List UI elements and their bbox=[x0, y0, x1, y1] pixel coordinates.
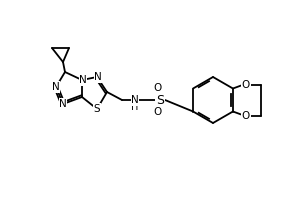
Text: N: N bbox=[79, 75, 87, 85]
Text: H: H bbox=[131, 102, 139, 112]
Text: N: N bbox=[94, 72, 102, 82]
Text: S: S bbox=[156, 94, 164, 106]
Text: O: O bbox=[154, 107, 162, 117]
Text: N: N bbox=[52, 82, 60, 92]
Text: S: S bbox=[94, 104, 100, 114]
Text: O: O bbox=[242, 110, 250, 120]
Text: O: O bbox=[242, 79, 250, 90]
Text: N: N bbox=[131, 95, 139, 105]
Text: O: O bbox=[154, 83, 162, 93]
Text: N: N bbox=[59, 99, 67, 109]
